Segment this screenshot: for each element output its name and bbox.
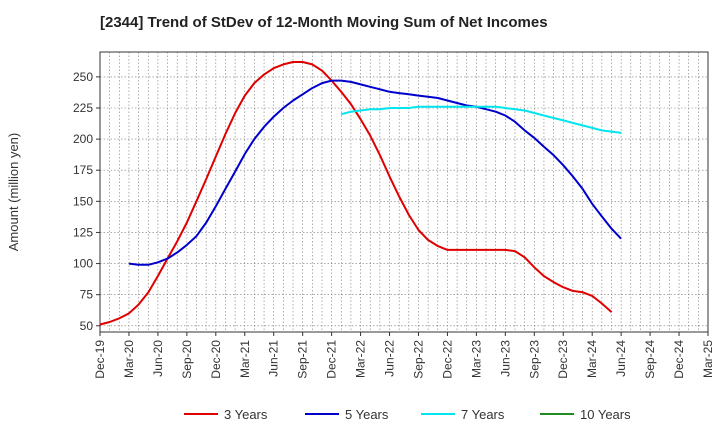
y-axis-ticks: 50 75 100 125 150 175 200 225 250 bbox=[73, 70, 100, 333]
series-layer bbox=[99, 61, 622, 326]
plot-frame bbox=[99, 51, 709, 333]
legend-label: 5 Years bbox=[345, 407, 389, 422]
y-tick-label: 150 bbox=[73, 194, 93, 208]
x-tick-label: Jun-24 bbox=[614, 340, 628, 377]
y-tick-label: 250 bbox=[73, 70, 93, 84]
x-tick-label: Mar-20 bbox=[122, 340, 136, 378]
series-line-3-years bbox=[99, 61, 613, 326]
legend-label: 10 Years bbox=[580, 407, 631, 422]
x-tick-label: Sep-21 bbox=[296, 340, 310, 379]
x-tick-label: Dec-19 bbox=[93, 340, 107, 379]
x-tick-label: Sep-23 bbox=[527, 340, 541, 379]
x-tick-label: Jun-22 bbox=[383, 340, 397, 377]
chart-title: [2344] Trend of StDev of 12-Month Moving… bbox=[100, 14, 548, 31]
y-tick-label: 50 bbox=[80, 319, 94, 333]
x-tick-label: Dec-23 bbox=[556, 340, 570, 379]
x-tick-label: Mar-23 bbox=[469, 340, 483, 378]
x-tick-label: Mar-22 bbox=[354, 340, 368, 378]
x-axis-ticks: Dec-19 Mar-20 Jun-20 Sep-20 Dec-20 Mar-21 Jun-… bbox=[93, 332, 715, 379]
y-tick-label: 200 bbox=[73, 132, 93, 146]
y-tick-label: 225 bbox=[73, 101, 93, 115]
legend-label: 7 Years bbox=[461, 407, 505, 422]
y-axis-label: Amount (million yen) bbox=[6, 133, 21, 252]
x-tick-label: Mar-21 bbox=[238, 340, 252, 378]
grid-layer bbox=[99, 52, 709, 332]
x-tick-label: Sep-20 bbox=[180, 340, 194, 379]
x-tick-label: Sep-22 bbox=[411, 340, 425, 379]
plot-area-border bbox=[99, 51, 709, 333]
x-tick-label: Sep-24 bbox=[643, 340, 657, 379]
x-tick-label: Dec-24 bbox=[672, 340, 686, 379]
x-tick-label: Mar-24 bbox=[585, 340, 599, 378]
series-line-7-years bbox=[340, 105, 622, 134]
x-tick-label: Dec-20 bbox=[209, 340, 223, 379]
x-tick-label: Jun-23 bbox=[498, 340, 512, 377]
x-tick-label: Dec-21 bbox=[325, 340, 339, 379]
legend-label: 3 Years bbox=[224, 407, 268, 422]
x-tick-label: Jun-20 bbox=[151, 340, 165, 377]
x-tick-label: Mar-25 bbox=[701, 340, 715, 378]
x-tick-label: Jun-21 bbox=[267, 340, 281, 377]
y-tick-label: 75 bbox=[80, 288, 94, 302]
y-tick-label: 125 bbox=[73, 225, 93, 239]
y-tick-label: 100 bbox=[73, 257, 93, 271]
legend: 3 Years 5 Years 7 Years 10 Years bbox=[184, 407, 631, 422]
y-tick-label: 175 bbox=[73, 163, 93, 177]
x-tick-label: Dec-22 bbox=[440, 340, 454, 379]
series-line-5-years bbox=[128, 79, 622, 266]
